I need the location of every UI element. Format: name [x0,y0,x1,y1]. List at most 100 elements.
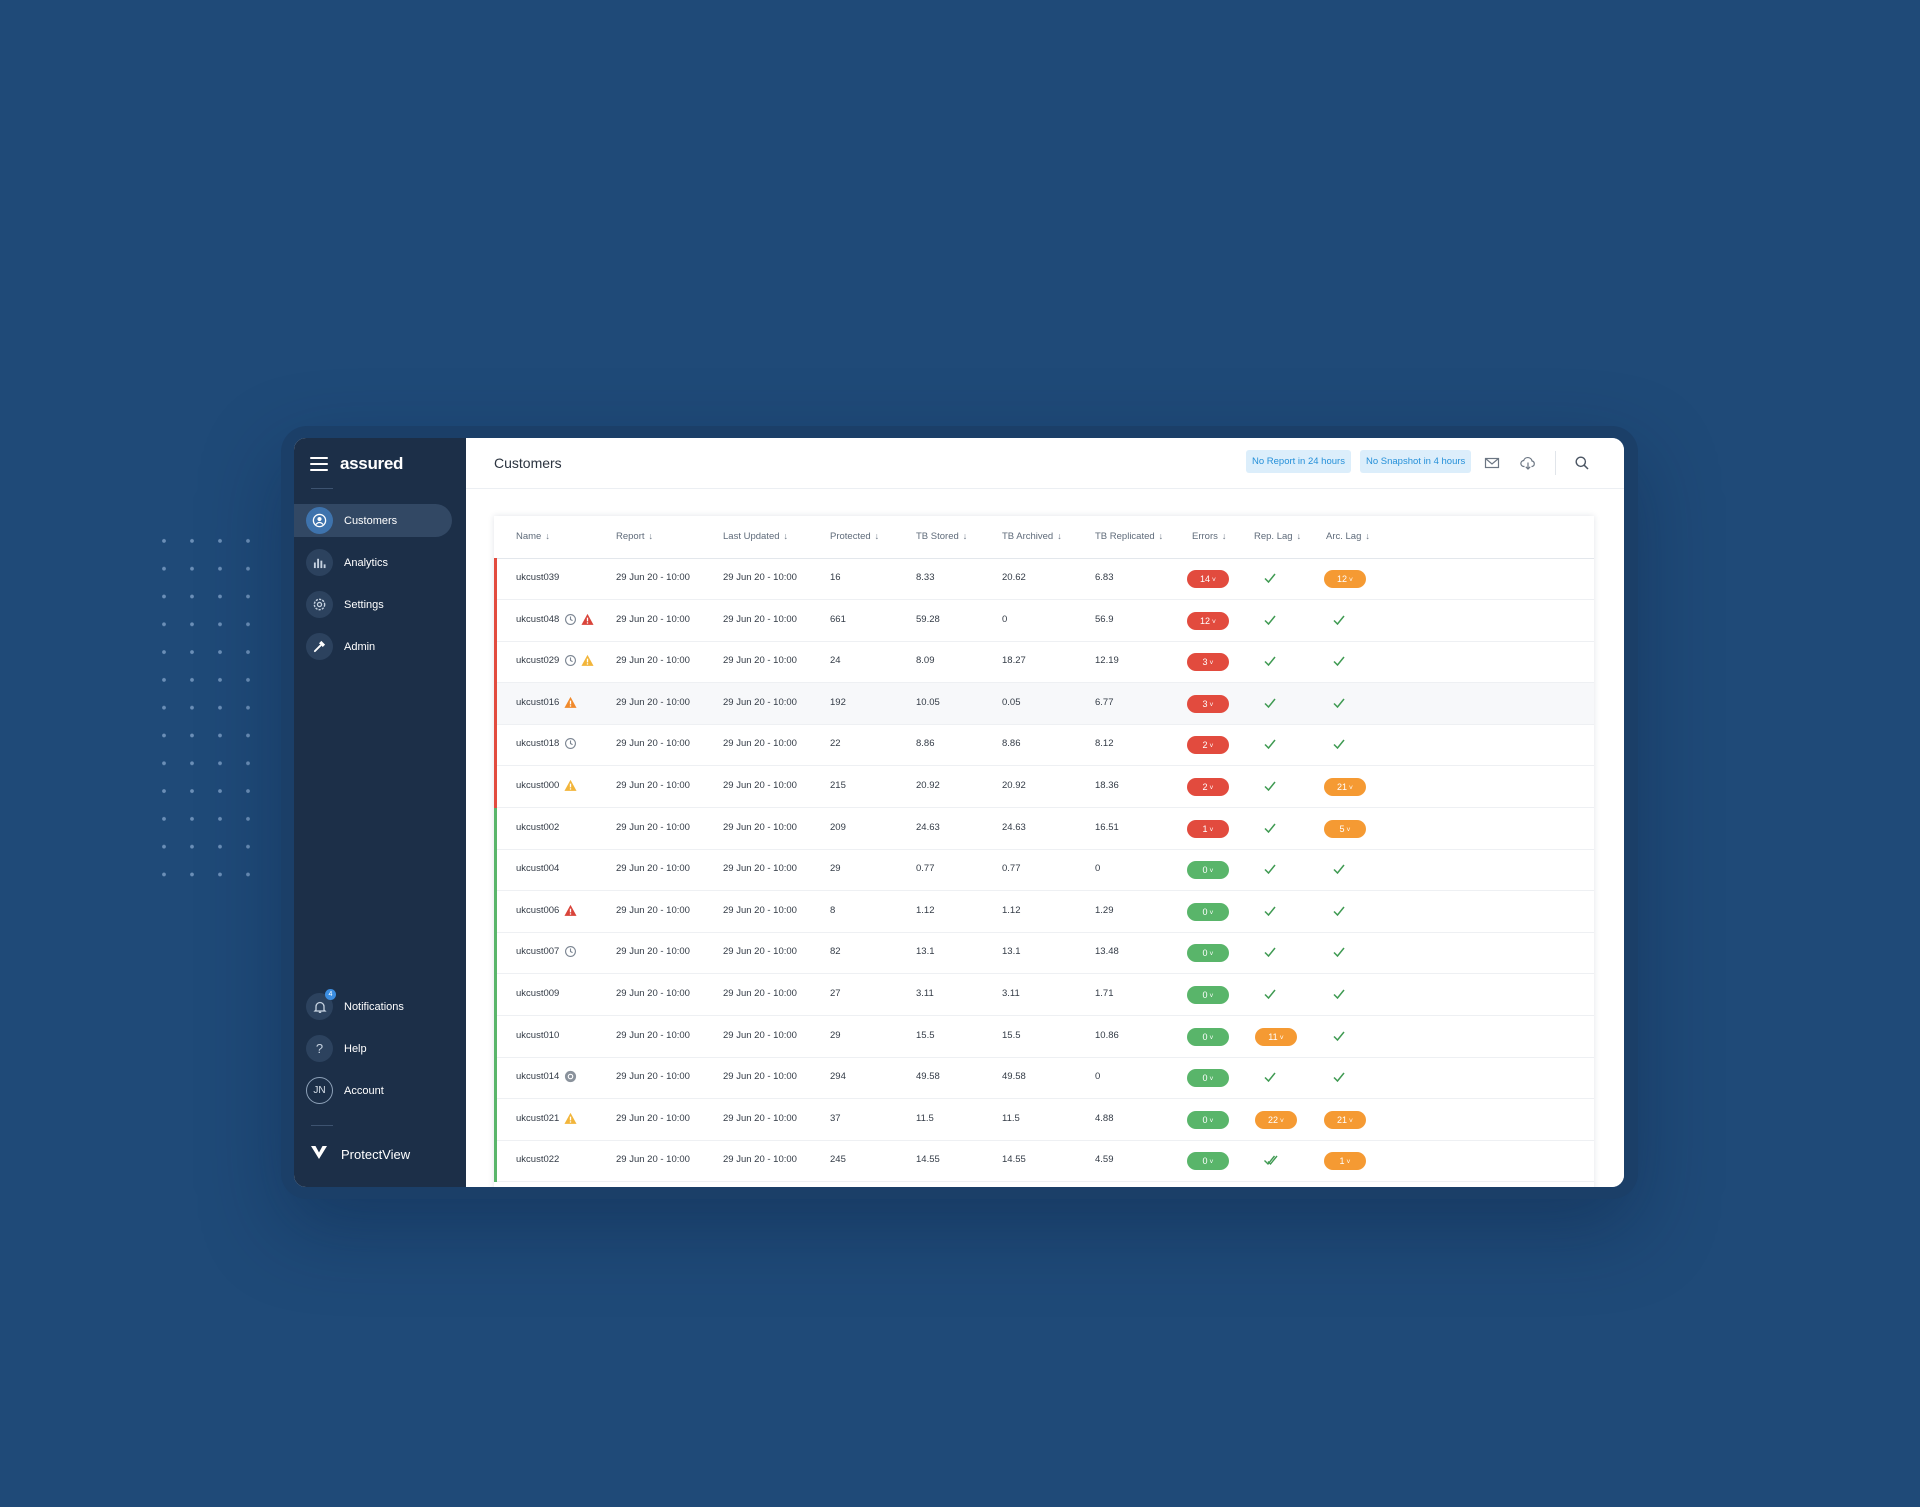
rep-lag-badge[interactable]: 22 ˅ [1255,1110,1297,1129]
table-row[interactable]: ukcust014 29 Jun 20 - 10:00 29 Jun 20 - 10… [494,1057,1594,1100]
table-row[interactable]: ukcust000 29 Jun 20 - 10:00 29 Jun 20 - 10… [494,766,1594,808]
customer-name[interactable]: ukcust021 [516,1112,560,1124]
errors-badge[interactable]: 3 ˅ [1187,694,1229,713]
tb-archived: 13.1 [1002,946,1021,958]
customer-name[interactable]: ukcust048 [516,613,560,625]
check-icon [1332,904,1346,918]
customer-name[interactable]: ukcust004 [516,863,560,875]
column-header-rep-lag[interactable]: Rep. Lag ↓ [1254,531,1301,542]
errors-badge[interactable]: 0 ˅ [1187,1069,1229,1088]
table-row[interactable]: ukcust007 29 Jun 20 - 10:00 29 Jun 20 - 10… [494,932,1594,975]
menu-icon[interactable] [310,457,328,471]
sidebar-item-help[interactable]: ? Help [294,1032,452,1065]
errors-badge[interactable]: 3 ˅ [1187,653,1229,672]
errors-badge[interactable]: 0 ˅ [1187,861,1229,880]
check-icon [1332,1029,1346,1043]
sidebar-item-account[interactable]: JN Account [294,1074,452,1107]
table-row[interactable]: ukcust022 29 Jun 20 - 10:00 29 Jun 20 - 10… [494,1140,1594,1183]
column-header-name[interactable]: Name ↓ [516,531,550,542]
last-updated: 29 Jun 20 - 10:00 [723,904,797,916]
filter-no-report[interactable]: No Report in 24 hours [1246,450,1351,473]
errors-badge[interactable]: 0 ˅ [1187,944,1229,963]
arc-lag-badge[interactable]: 1 ˅ [1324,1152,1366,1171]
column-header-arc-lag[interactable]: Arc. Lag ↓ [1326,531,1370,542]
gear-icon [306,591,333,618]
main-content: Customers No Report in 24 hours No Snaps… [466,438,1624,1187]
customer-name[interactable]: ukcust014 [516,1071,560,1083]
sidebar-item-notifications[interactable]: 4 Notifications [294,989,452,1023]
column-header-replicated[interactable]: TB Replicated ↓ [1095,531,1163,542]
sidebar-item-customers[interactable]: Customers [294,504,452,537]
table-row[interactable]: ukcust002 29 Jun 20 - 10:00 29 Jun 20 - 10… [494,807,1594,850]
errors-badge[interactable]: 2 ˅ [1187,736,1229,755]
column-header-updated[interactable]: Last Updated ↓ [723,531,788,542]
table-row[interactable]: ukcust006 29 Jun 20 - 10:00 29 Jun 20 - 10… [494,890,1594,933]
protected-count: 24 [830,655,841,667]
customer-name[interactable]: ukcust016 [516,696,560,708]
arc-lag-badge[interactable]: 12 ˅ [1324,570,1366,588]
chevron-down-icon: ˅ [1207,785,1214,792]
search-icon[interactable] [1574,455,1590,471]
customer-name[interactable]: ukcust009 [516,988,560,999]
sidebar-item-label: Customers [344,514,398,527]
column-header-protected[interactable]: Protected ↓ [830,531,879,542]
errors-badge[interactable]: 0 ˅ [1187,1152,1229,1171]
customer-name[interactable]: ukcust039 [516,572,560,583]
table-row[interactable]: ukcust021 29 Jun 20 - 10:00 29 Jun 20 - 10… [494,1098,1594,1141]
rep-lag-badge[interactable]: 11 ˅ [1255,1027,1297,1046]
customer-name[interactable]: ukcust010 [516,1029,560,1041]
tb-replicated: 6.77 [1095,696,1114,708]
protected-count: 29 [830,863,841,875]
pill-value: 2 [1202,782,1208,792]
errors-badge[interactable]: 0 ˅ [1187,986,1229,1004]
table-row[interactable]: ukcust004 29 Jun 20 - 10:00 29 Jun 20 - 10… [494,849,1594,892]
table-row[interactable]: ukcust048 29 Jun 20 - 10:00 29 Jun 20 - 10… [494,599,1594,642]
customer-name[interactable]: ukcust029 [516,655,560,667]
pill-value: 0 [1202,1114,1208,1125]
table-row[interactable]: ukcust010 29 Jun 20 - 10:00 29 Jun 20 - 10… [494,1015,1594,1058]
product-name: ProtectView [341,1147,411,1162]
pill-value: 22 [1267,1114,1278,1125]
arc-lag-badge[interactable]: 21 ˅ [1324,1110,1366,1129]
errors-badge[interactable]: 0 ˅ [1187,1110,1229,1129]
customer-name[interactable]: ukcust022 [516,1154,560,1166]
customer-name[interactable]: ukcust002 [516,821,560,833]
sort-arrow-icon: ↓ [1057,531,1062,541]
table-row[interactable]: ukcust039 29 Jun 20 - 10:00 29 Jun 20 - 10… [494,558,1594,600]
errors-badge[interactable]: 1 ˅ [1187,819,1229,838]
customer-name[interactable]: ukcust006 [516,904,560,916]
table-row[interactable]: ukcust029 29 Jun 20 - 10:00 29 Jun 20 - 10… [494,641,1594,684]
chevron-down-icon: ˅ [1207,743,1214,751]
column-header-stored[interactable]: TB Stored ↓ [916,531,967,542]
sidebar-item-admin[interactable]: Admin [294,630,452,663]
sidebar-item-analytics[interactable]: Analytics [294,546,452,579]
status-bar-green [494,1098,497,1141]
sidebar-item-label: Help [344,1042,367,1055]
arc-lag-badge[interactable]: 21 ˅ [1324,778,1366,796]
cloud-download-icon[interactable] [1520,455,1536,471]
sidebar-item-settings[interactable]: Settings [294,588,452,621]
customer-name[interactable]: ukcust018 [516,738,560,750]
column-header-report[interactable]: Report ↓ [616,531,653,542]
last-updated: 29 Jun 20 - 10:00 [723,780,797,791]
arc-lag-badge[interactable]: 5 ˅ [1324,819,1366,838]
mail-icon[interactable] [1484,455,1500,471]
check-icon [1332,654,1346,668]
tb-stored: 3.11 [916,988,934,999]
errors-badge[interactable]: 14 ˅ [1187,570,1229,588]
column-header-errors[interactable]: Errors ↓ [1192,531,1226,542]
errors-badge[interactable]: 2 ˅ [1187,778,1229,796]
table-row[interactable]: ukcust009 29 Jun 20 - 10:00 29 Jun 20 - 10… [494,974,1594,1016]
pill-value: 11 [1268,1031,1278,1042]
pill-value: 12 [1336,574,1347,584]
errors-badge[interactable]: 0 ˅ [1187,902,1229,921]
table-row[interactable]: ukcust018 29 Jun 20 - 10:00 29 Jun 20 - 10… [494,724,1594,767]
filter-no-snapshot[interactable]: No Snapshot in 4 hours [1360,450,1472,473]
errors-badge[interactable]: 12 ˅ [1187,611,1229,630]
errors-badge[interactable]: 0 ˅ [1187,1027,1229,1046]
chevron-down-icon: ˅ [1344,1159,1351,1167]
table-row[interactable]: ukcust016 29 Jun 20 - 10:00 29 Jun 20 - 10… [494,682,1594,725]
customer-name[interactable]: ukcust000 [516,780,560,791]
customer-name[interactable]: ukcust007 [516,946,560,958]
column-header-archived[interactable]: TB Archived ↓ [1002,531,1062,542]
